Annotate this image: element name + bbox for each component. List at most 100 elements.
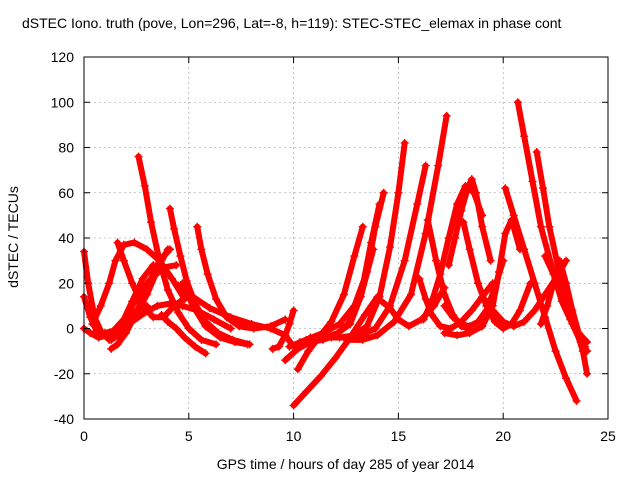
data-point bbox=[138, 274, 147, 283]
data-point bbox=[289, 401, 298, 410]
series-trace bbox=[158, 311, 209, 357]
data-point bbox=[436, 270, 445, 279]
data-point bbox=[176, 252, 185, 261]
data-point bbox=[226, 313, 235, 322]
data-point bbox=[499, 324, 508, 333]
data-point bbox=[562, 374, 571, 383]
data-point bbox=[486, 256, 495, 265]
data-point bbox=[421, 295, 430, 304]
data-point bbox=[331, 353, 340, 362]
data-series-20 bbox=[285, 188, 388, 351]
data-series-17 bbox=[293, 222, 367, 374]
chart-title: dSTEC Iono. truth (pove, Lon=296, Lat=-8… bbox=[22, 15, 562, 31]
data-point bbox=[434, 161, 443, 170]
data-point bbox=[327, 317, 336, 326]
data-point bbox=[138, 301, 147, 310]
data-point bbox=[520, 245, 529, 254]
data-point bbox=[113, 238, 122, 247]
data-point bbox=[536, 222, 545, 231]
data-point bbox=[406, 290, 415, 299]
data-point bbox=[306, 333, 315, 342]
data-point bbox=[394, 315, 403, 324]
data-point bbox=[268, 344, 277, 353]
data-point bbox=[453, 331, 462, 340]
data-point bbox=[423, 215, 432, 224]
data-point bbox=[562, 279, 571, 288]
data-series-30 bbox=[459, 218, 535, 333]
data-point bbox=[549, 270, 558, 279]
data-point bbox=[92, 331, 101, 340]
data-point bbox=[373, 331, 382, 340]
data-point bbox=[350, 301, 359, 310]
data-point bbox=[96, 301, 105, 310]
data-point bbox=[520, 317, 529, 326]
data-point bbox=[440, 329, 449, 338]
data-point bbox=[140, 308, 149, 317]
data-point bbox=[197, 245, 206, 254]
y-tick-label: 100 bbox=[51, 94, 75, 110]
data-point bbox=[463, 184, 472, 193]
data-point bbox=[478, 222, 487, 231]
data-point bbox=[274, 342, 283, 351]
data-point bbox=[474, 279, 483, 288]
x-axis-label: GPS time / hours of day 285 of year 2014 bbox=[216, 456, 475, 472]
data-series-15 bbox=[268, 306, 298, 353]
data-point bbox=[113, 340, 122, 349]
data-point bbox=[235, 322, 244, 331]
data-point bbox=[467, 175, 476, 184]
data-point bbox=[436, 322, 445, 331]
data-point bbox=[539, 184, 548, 193]
data-point bbox=[157, 310, 166, 319]
data-point bbox=[457, 319, 466, 328]
y-tick-label: -20 bbox=[54, 366, 74, 382]
data-point bbox=[178, 301, 187, 310]
data-point bbox=[105, 279, 114, 288]
data-point bbox=[358, 335, 367, 344]
data-point bbox=[165, 245, 174, 254]
data-point bbox=[465, 329, 474, 338]
data-point bbox=[121, 329, 130, 338]
data-point bbox=[216, 333, 225, 342]
data-point bbox=[165, 204, 174, 213]
data-point bbox=[304, 347, 313, 356]
data-point bbox=[170, 224, 179, 233]
series-trace bbox=[194, 223, 289, 332]
data-point bbox=[394, 188, 403, 197]
series-trace bbox=[328, 162, 429, 341]
series-trace bbox=[420, 182, 486, 323]
data-point bbox=[226, 324, 235, 333]
data-point bbox=[203, 270, 212, 279]
data-point bbox=[285, 319, 294, 328]
data-point bbox=[86, 329, 95, 338]
data-point bbox=[184, 324, 193, 333]
x-tick-label: 20 bbox=[495, 428, 511, 444]
axis-ticks: 0 5 10 15 20 25 -40 -20 0 20 40 60 80 100 120 bbox=[51, 49, 616, 444]
data-point bbox=[371, 222, 380, 231]
data-point bbox=[501, 229, 510, 238]
y-tick-label: 80 bbox=[58, 140, 74, 156]
data-point bbox=[555, 256, 564, 265]
data-point bbox=[188, 301, 197, 310]
data-point bbox=[193, 222, 202, 231]
data-point bbox=[346, 319, 355, 328]
series-trace bbox=[106, 300, 234, 343]
data-point bbox=[142, 245, 151, 254]
y-tick-label: 60 bbox=[58, 185, 74, 201]
data-point bbox=[142, 283, 151, 292]
series-trace bbox=[542, 253, 591, 346]
data-series-11 bbox=[157, 310, 210, 358]
data-point bbox=[188, 292, 197, 301]
data-point bbox=[149, 313, 158, 322]
data-point bbox=[583, 369, 592, 378]
data-series-group bbox=[80, 98, 592, 410]
data-point bbox=[180, 333, 189, 342]
data-point bbox=[105, 335, 114, 344]
data-point bbox=[362, 267, 371, 276]
data-point bbox=[400, 256, 409, 265]
data-point bbox=[480, 295, 489, 304]
data-point bbox=[471, 188, 480, 197]
data-point bbox=[155, 256, 164, 265]
data-point bbox=[444, 261, 453, 270]
data-point bbox=[371, 324, 380, 333]
data-point bbox=[419, 315, 428, 324]
